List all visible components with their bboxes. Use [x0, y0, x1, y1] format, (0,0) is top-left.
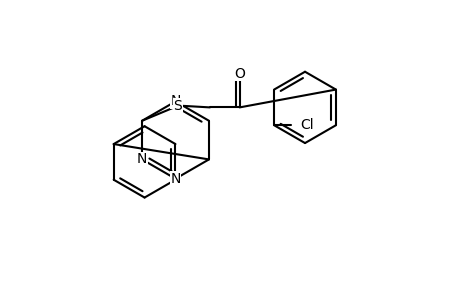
Text: Cl: Cl	[300, 118, 313, 132]
Text: O: O	[234, 67, 245, 81]
Text: N: N	[170, 94, 180, 109]
Text: N: N	[170, 172, 180, 186]
Text: N: N	[137, 152, 147, 167]
Text: S: S	[173, 99, 182, 113]
